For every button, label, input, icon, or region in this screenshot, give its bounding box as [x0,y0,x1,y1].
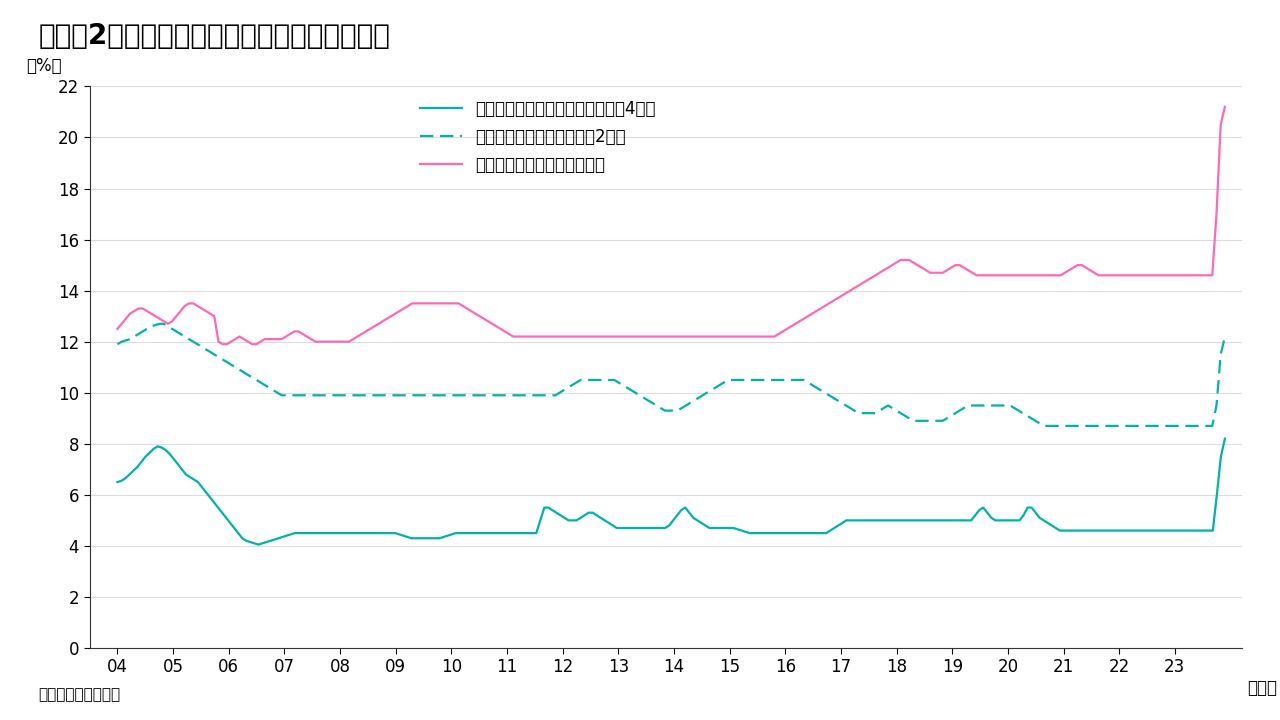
クレジットカードローン金利 [531,332,547,341]
個人ローン金利（返済期間2年） [1036,422,1051,431]
新規自動車ローン金利（返済期間4年） [1217,434,1233,443]
新規自動車ローン金利（返済期間4年） [259,538,274,546]
クレジットカードローン金利 [809,307,824,315]
クレジットカードローン金利 [1217,102,1233,111]
Line: 新規自動車ローン金利（返済期間4年）: 新規自動車ローン金利（返済期間4年） [118,438,1225,544]
個人ローン金利（返済期間2年） [745,376,760,384]
個人ローン金利（返済期間2年） [476,391,492,400]
Line: 個人ローン金利（返済期間2年）: 個人ローン金利（返済期間2年） [118,324,1225,426]
個人ローン金利（返済期間2年） [110,340,125,348]
Text: （図表2）米国：消費者向けローン金利の推移: （図表2）米国：消費者向けローン金利の推移 [38,22,390,50]
新規自動車ローン金利（返済期間4年） [677,503,692,512]
個人ローン金利（返済期間2年） [140,325,155,333]
クレジットカードローン金利 [110,325,125,333]
クレジットカードローン金利 [140,307,155,315]
新規自動車ローン金利（返済期間4年） [110,478,125,487]
個人ローン金利（返済期間2年） [590,376,605,384]
個人ローン金利（返済期間2年） [152,320,168,328]
Line: クレジットカードローン金利: クレジットカードローン金利 [118,107,1225,344]
クレジットカードローン金利 [590,332,605,341]
新規自動車ローン金利（返済期間4年） [251,540,266,549]
Text: （出所）インベスコ: （出所）インベスコ [38,687,120,702]
クレジットカードローン金利 [476,315,492,323]
Legend: 新規自動車ローン金利（返済期間4年）, 個人ローン金利（返済期間2年）, クレジットカードローン金利: 新規自動車ローン金利（返済期間4年）, 個人ローン金利（返済期間2年）, クレジ… [421,100,655,174]
個人ローン金利（返済期間2年） [531,391,547,400]
クレジットカードローン金利 [745,332,760,341]
個人ローン金利（返済期間2年） [809,383,824,392]
新規自動車ローン金利（返済期間4年） [690,516,705,525]
クレジットカードローン金利 [215,340,230,348]
個人ローン金利（返済期間2年） [1217,332,1233,341]
新規自動車ローン金利（返済期間4年） [774,528,790,537]
新規自動車ローン金利（返済期間4年） [525,528,540,537]
Text: （年）: （年） [1247,679,1277,697]
Text: （%）: （%） [27,57,61,75]
新規自動車ローン金利（返済期間4年） [883,516,899,525]
